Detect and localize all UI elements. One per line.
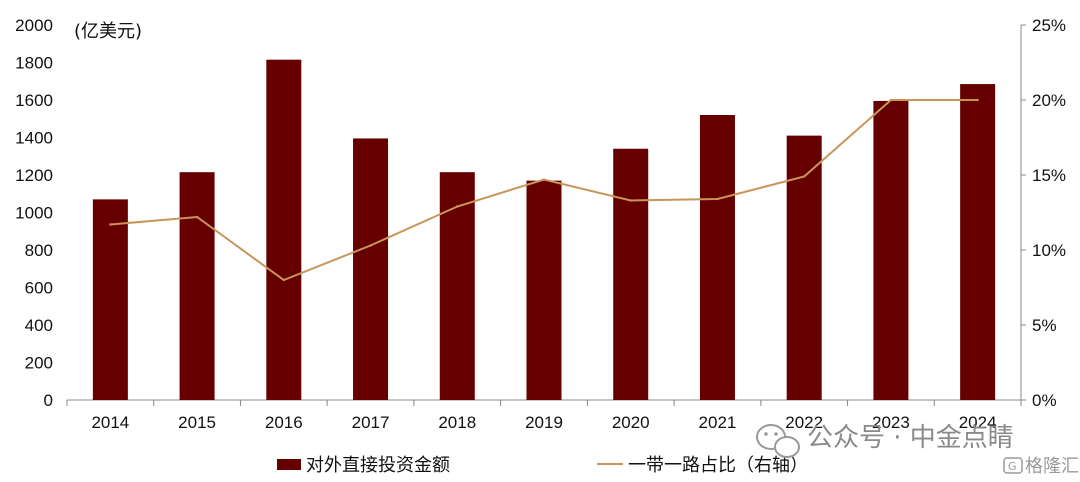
y2-tick-label: 25% xyxy=(1032,16,1066,35)
bar xyxy=(266,59,302,400)
watermark: 公众号 · 中金点睛 G 格隆汇 xyxy=(756,423,1079,477)
x-axis-ticks: 2014 2015 2016 2017 2018 2019 2020 2021 2022 2023… xyxy=(66,400,1022,432)
legend-label-line: 一带一路占比（右轴） xyxy=(628,455,808,476)
x-tick-label: 2021 xyxy=(699,413,737,432)
bar xyxy=(613,148,649,400)
y-tick-label: 1400 xyxy=(15,129,53,148)
y-tick-label: 1800 xyxy=(15,54,53,73)
line-point xyxy=(629,199,632,202)
x-tick-label: 2022 xyxy=(785,413,823,432)
gelonghui-logo-icon: G xyxy=(1003,457,1023,474)
y-tick-label: 2000 xyxy=(15,16,53,35)
y-tick-label: 1600 xyxy=(15,91,53,110)
bar xyxy=(960,84,996,400)
bar xyxy=(699,115,735,400)
bar xyxy=(439,172,475,400)
watermark-brand: 格隆汇 xyxy=(1025,456,1079,477)
x-tick-label: 2024 xyxy=(959,413,997,432)
y2-tick-label: 5% xyxy=(1032,316,1057,335)
bar xyxy=(92,199,128,400)
legend-label-bar: 对外直接投资金额 xyxy=(306,455,450,476)
bar xyxy=(353,138,389,400)
line-point xyxy=(976,98,979,102)
x-tick-label: 2017 xyxy=(352,413,390,432)
y2-tick-label: 15% xyxy=(1032,166,1066,185)
left-axis-ticks: 0 200 400 600 800 1000 1200 1400 1600 1800 2000 xyxy=(15,16,53,410)
y-tick-label: 1000 xyxy=(15,204,53,223)
line-point xyxy=(542,178,546,181)
line-point xyxy=(889,98,893,102)
line-point xyxy=(802,175,806,178)
x-tick-label: 2015 xyxy=(178,413,216,432)
line-point xyxy=(282,278,286,282)
line-point xyxy=(109,223,112,226)
right-axis-ticks: 0% 5% 10% 15% 20% 25% xyxy=(1021,16,1066,410)
line-point xyxy=(195,215,199,219)
x-tick-label: 2018 xyxy=(438,413,476,432)
bar-series xyxy=(92,59,996,400)
watermark-text: 公众号 · 中金点睛 xyxy=(807,423,1014,453)
x-tick-label: 2020 xyxy=(612,413,650,432)
legend-swatch-bar xyxy=(277,459,301,470)
y-tick-label: 200 xyxy=(25,354,53,373)
y-tick-label: 600 xyxy=(25,279,53,298)
y2-tick-label: 20% xyxy=(1032,91,1066,110)
wechat-logo-icon xyxy=(756,424,800,458)
bar xyxy=(179,172,215,400)
legend: 对外直接投资金额 一带一路占比（右轴） xyxy=(277,455,808,476)
y-tick-label: 0 xyxy=(44,391,53,410)
bar xyxy=(873,100,909,400)
y-axis-unit-label: (亿美元) xyxy=(74,21,142,42)
bar xyxy=(526,180,562,400)
line-point xyxy=(456,205,459,208)
y2-tick-label: 0% xyxy=(1032,391,1057,410)
svg-text:G: G xyxy=(1008,460,1017,473)
y2-tick-label: 10% xyxy=(1032,241,1066,260)
y-tick-label: 800 xyxy=(25,241,53,260)
x-tick-label: 2016 xyxy=(265,413,303,432)
line-point xyxy=(369,244,372,247)
y-tick-label: 400 xyxy=(25,316,53,335)
x-tick-label: 2014 xyxy=(91,413,129,432)
y-tick-label: 1200 xyxy=(15,166,53,185)
line-point xyxy=(716,197,719,201)
x-tick-label: 2023 xyxy=(872,413,910,432)
line-series xyxy=(109,98,979,282)
x-tick-label: 2019 xyxy=(525,413,563,432)
